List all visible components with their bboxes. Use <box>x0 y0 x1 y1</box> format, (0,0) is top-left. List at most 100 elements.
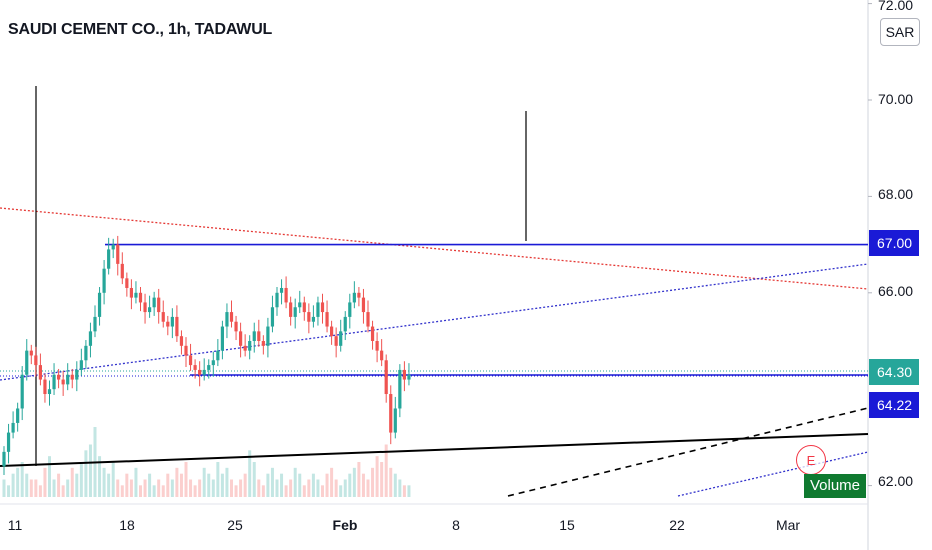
volume-bar <box>29 479 33 497</box>
volume-bar <box>289 479 293 497</box>
volume-bar <box>170 479 174 497</box>
candle-body <box>380 350 384 361</box>
candle-body <box>2 451 6 467</box>
volume-bar <box>243 473 247 497</box>
volume-bar <box>134 467 138 497</box>
volume-bar <box>398 479 402 497</box>
x-tick-label: Mar <box>775 517 801 533</box>
volume-bar <box>179 473 183 497</box>
candle-body <box>107 249 111 269</box>
candle-body <box>389 394 393 433</box>
candle-body <box>220 326 224 351</box>
x-tick-label: 11 <box>7 517 23 533</box>
volume-bar <box>357 462 361 497</box>
candle-body <box>316 302 320 317</box>
candle-body <box>330 326 334 337</box>
x-tick-label: 18 <box>119 517 135 533</box>
volume-bar <box>7 485 11 497</box>
candle-body <box>284 287 288 303</box>
candle-body <box>148 307 152 313</box>
volume-bar <box>16 467 20 497</box>
volume-bar <box>321 485 324 497</box>
candle-body <box>129 287 133 298</box>
candle-body <box>248 341 252 351</box>
candle-body <box>11 422 15 433</box>
volume-bar <box>220 473 224 497</box>
trend-drawings <box>0 86 869 497</box>
candle-body <box>120 263 124 279</box>
volume-bar <box>239 479 243 497</box>
volume-bar <box>389 467 393 497</box>
volume-bar <box>257 479 261 497</box>
volume-bars <box>2 427 411 497</box>
blue-dotted-trendline-upper <box>0 263 869 381</box>
volume-bar <box>125 473 129 497</box>
volume-bar <box>202 467 206 497</box>
volume-bar <box>402 485 406 497</box>
candle-body <box>311 316 315 322</box>
candle-body <box>188 355 193 366</box>
volume-bar <box>275 479 279 497</box>
volume-bar <box>252 462 256 497</box>
candle-body <box>16 408 20 423</box>
last-price-tag: 64.30 <box>869 359 919 385</box>
candle-body <box>293 307 297 317</box>
candle-body <box>88 331 93 346</box>
volume-bar <box>189 479 193 497</box>
volume-bar <box>211 479 215 497</box>
candle-body <box>170 316 174 327</box>
volume-bar <box>248 450 252 497</box>
candle-body <box>125 278 129 288</box>
candle-body <box>38 365 42 380</box>
volume-bar <box>366 479 370 497</box>
candle-body <box>179 336 184 346</box>
chart-title: SAUDI CEMENT CO., 1h, TADAWUL <box>8 21 273 38</box>
candle-body <box>134 292 138 298</box>
volume-bar <box>302 485 306 497</box>
candle-body <box>384 360 388 395</box>
candle-body <box>348 302 352 317</box>
candle-body <box>20 374 24 409</box>
volume-bar <box>380 462 384 497</box>
candle-body <box>57 374 61 380</box>
volume-bar <box>230 479 233 497</box>
volume-bar <box>48 456 51 497</box>
candle-body <box>93 316 97 332</box>
volume-bar <box>120 485 124 497</box>
volume-bar <box>20 462 24 497</box>
volume-bar <box>152 485 156 497</box>
candle-body <box>398 369 402 409</box>
candle-body <box>343 316 347 332</box>
volume-bar <box>234 485 238 497</box>
volume-bar <box>393 473 397 497</box>
y-tick-label: 70.00 <box>878 91 914 107</box>
volume-bar <box>175 467 179 497</box>
volume-bar <box>334 479 338 497</box>
candle-body <box>393 408 397 433</box>
volume-bar <box>225 467 229 497</box>
candle-body <box>407 374 411 380</box>
candle-body <box>357 292 361 298</box>
candle-body <box>166 321 170 327</box>
volume-label[interactable]: Volume <box>804 474 866 498</box>
volume-bar <box>184 462 188 497</box>
volume-bar <box>298 473 302 497</box>
candle-body <box>352 292 356 303</box>
volume-bar <box>311 473 315 497</box>
candle-body <box>70 374 74 380</box>
candle-body <box>52 374 56 390</box>
currency-button[interactable]: SAR <box>880 18 920 46</box>
candle-body <box>143 302 147 313</box>
volume-bar <box>88 444 92 497</box>
earnings-badge[interactable]: E <box>796 445 826 475</box>
candle-body <box>79 360 83 370</box>
volume-bar <box>75 473 79 497</box>
candle-body <box>302 302 306 313</box>
volume-bar <box>407 485 411 497</box>
candle-body <box>279 287 284 293</box>
candle-body <box>43 379 47 395</box>
candle-body <box>361 297 366 313</box>
volume-bar <box>34 479 38 497</box>
candle-body <box>229 312 234 322</box>
